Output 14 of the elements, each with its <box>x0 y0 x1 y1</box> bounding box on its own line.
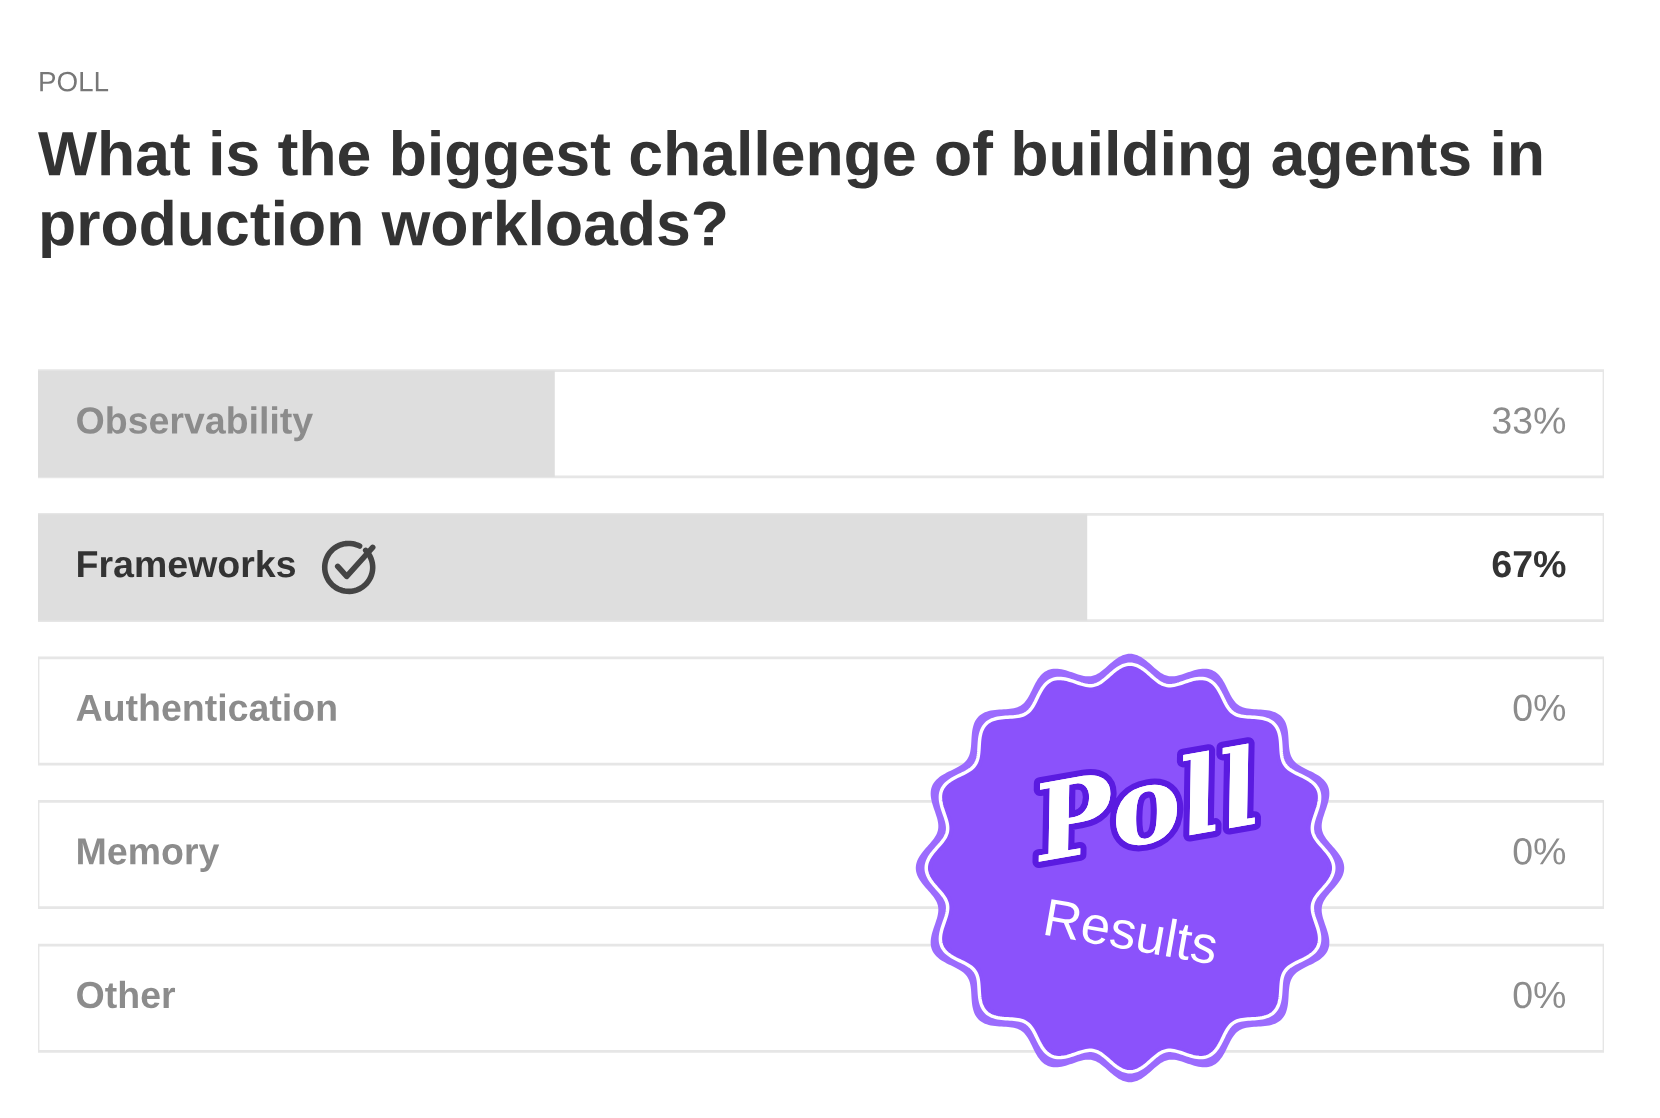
data-label: 0% <box>1513 694 1566 722</box>
data-label: 0% <box>1513 838 1566 865</box>
chart-subtitle: POLL <box>40 71 109 92</box>
y-tick-label: Memory <box>78 838 220 873</box>
annotation: Results <box>1045 897 1220 965</box>
data-label: 0% <box>1513 981 1566 1009</box>
chart-title: What is the biggest challenge of building agents in production workloads? <box>38 130 1542 259</box>
y-tick-label: Frameworks <box>78 549 295 578</box>
annotation: Poll <box>1024 743 1263 864</box>
y-tick-label: Observability <box>77 406 313 442</box>
data-label: 33% <box>1492 407 1566 434</box>
data-label: 67% <box>1492 550 1566 578</box>
y-tick-label: Authentication <box>76 693 336 722</box>
y-tick-label: Other <box>77 980 176 1009</box>
